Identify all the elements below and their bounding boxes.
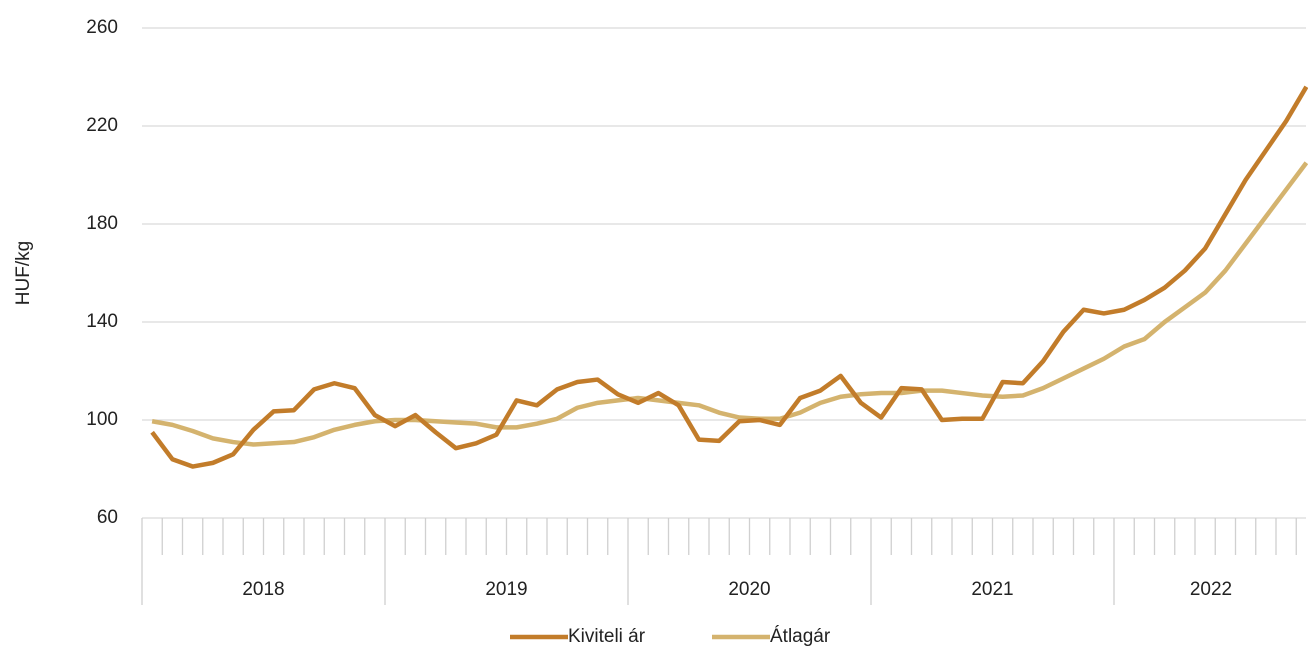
x-group-label: 2019 [485, 579, 527, 600]
y-tick-label: 60 [97, 507, 118, 528]
y-tick-label: 220 [86, 115, 118, 136]
legend-label: Kiviteli ár [568, 626, 646, 647]
x-group-label: 2020 [728, 579, 770, 600]
y-tick-label: 100 [86, 409, 118, 430]
line-series [150, 85, 1308, 469]
y-tick-label: 180 [86, 213, 118, 234]
y-axis-label: HUF/kg [13, 241, 34, 305]
y-tick-label: 260 [86, 17, 118, 38]
x-group-label: 2021 [971, 579, 1013, 600]
y-tick-label: 140 [86, 311, 118, 332]
line-series [151, 161, 1308, 447]
x-group-label: 2022 [1190, 579, 1232, 600]
x-group-label: 2018 [242, 579, 284, 600]
legend-label: Átlagár [770, 626, 831, 647]
